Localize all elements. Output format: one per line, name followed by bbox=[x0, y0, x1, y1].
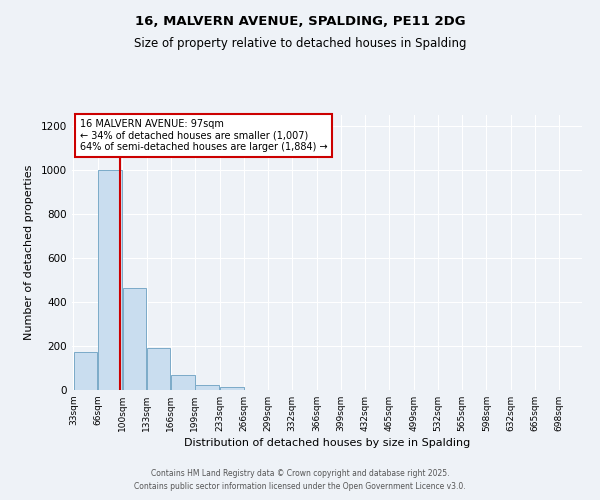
Bar bbox=[147, 348, 170, 390]
Bar bbox=[195, 385, 218, 390]
Bar bbox=[74, 352, 97, 390]
Text: Contains public sector information licensed under the Open Government Licence v3: Contains public sector information licen… bbox=[134, 482, 466, 491]
Text: 16 MALVERN AVENUE: 97sqm
← 34% of detached houses are smaller (1,007)
64% of sem: 16 MALVERN AVENUE: 97sqm ← 34% of detach… bbox=[80, 119, 327, 152]
Text: Contains HM Land Registry data © Crown copyright and database right 2025.: Contains HM Land Registry data © Crown c… bbox=[151, 468, 449, 477]
Bar bbox=[171, 375, 194, 390]
Bar bbox=[220, 388, 244, 390]
Y-axis label: Number of detached properties: Number of detached properties bbox=[24, 165, 34, 340]
Text: 16, MALVERN AVENUE, SPALDING, PE11 2DG: 16, MALVERN AVENUE, SPALDING, PE11 2DG bbox=[134, 15, 466, 28]
X-axis label: Distribution of detached houses by size in Spalding: Distribution of detached houses by size … bbox=[184, 438, 470, 448]
Text: Size of property relative to detached houses in Spalding: Size of property relative to detached ho… bbox=[134, 38, 466, 51]
Bar bbox=[122, 288, 146, 390]
Bar bbox=[98, 170, 122, 390]
